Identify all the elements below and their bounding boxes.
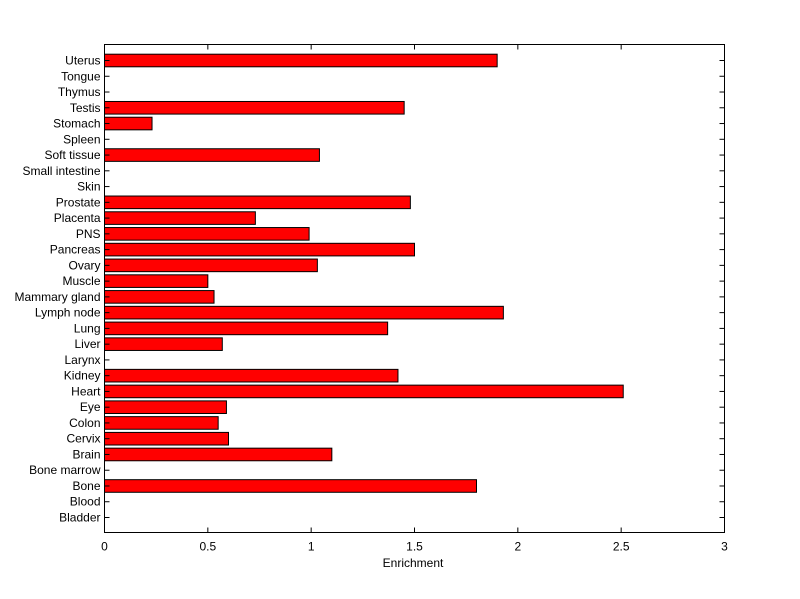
y-tick-label: Mammary gland (14, 290, 100, 304)
bar-heart (104, 384, 624, 399)
y-tick-label: Larynx (64, 353, 100, 367)
x-axis-ticks: 0 0.5 1 1.5 2 2.5 3 (101, 44, 728, 554)
y-tick-label: Thymus (58, 85, 101, 99)
bar-muscle (104, 274, 209, 288)
y-tick-label: Liver (74, 337, 100, 351)
y-tick-label: Uterus (65, 54, 100, 68)
y-tick-label: Placenta (54, 211, 101, 225)
y-tick-label: Colon (69, 416, 100, 430)
x-tick-label: 0.5 (199, 540, 216, 554)
y-tick-label: PNS (76, 227, 101, 241)
y-tick-label: Spleen (63, 132, 100, 146)
y-tick-label: Prostate (56, 195, 101, 209)
bar-soft-tissue (104, 148, 320, 162)
y-tick-label: Skin (77, 180, 100, 194)
y-tick-label: Bone (72, 479, 100, 493)
plot-frame (104, 44, 725, 533)
y-tick-label: Cervix (66, 432, 100, 446)
y-tick-label: Soft tissue (44, 148, 100, 162)
bar-colon (104, 416, 219, 430)
y-tick-label: Ovary (68, 258, 100, 272)
x-tick-label: 2 (514, 540, 521, 554)
bar-placenta (104, 211, 256, 225)
bar-bone (104, 479, 477, 493)
bar-pns (104, 227, 310, 241)
y-tick-label: Testis (70, 101, 101, 115)
y-tick-label: Tongue (61, 69, 101, 83)
bar-uterus (104, 53, 498, 68)
y-tick-label: Pancreas (50, 243, 101, 257)
y-tick-label: Eye (80, 400, 101, 414)
y-tick-label: Blood (70, 495, 101, 509)
x-tick-label: 1 (308, 540, 315, 554)
x-axis-title: Enrichment (383, 556, 444, 570)
bar-ovary (104, 258, 318, 273)
bar-brain (104, 447, 333, 462)
y-tick-label: Bone marrow (29, 463, 101, 477)
y-tick-label: Brain (72, 447, 100, 461)
y-tick-label: Kidney (64, 369, 101, 383)
y-tick-label: Lymph node (35, 306, 101, 320)
bar-liver (104, 337, 223, 351)
bar-kidney (104, 368, 399, 383)
bar-eye (104, 400, 227, 414)
x-tick-label: 3 (721, 540, 728, 554)
x-tick-label: 2.5 (613, 540, 630, 554)
bar-cervix (104, 431, 229, 446)
bar-lymph-node (104, 305, 504, 320)
bar-testis (104, 100, 405, 115)
bar-mammary-gland (104, 290, 215, 304)
y-tick-label: Muscle (62, 274, 100, 288)
y-tick-label: Small intestine (22, 164, 100, 178)
bar-lung (104, 321, 389, 336)
bar-pancreas (104, 242, 415, 257)
bar-prostate (104, 195, 411, 210)
y-tick-label: Bladder (59, 511, 100, 525)
bars-group (104, 53, 624, 493)
y-tick-label: Lung (74, 321, 101, 335)
x-tick-label: 0 (101, 540, 108, 554)
y-tick-label: Heart (71, 384, 101, 398)
bar-stomach (104, 116, 153, 131)
x-tick-label: 1.5 (406, 540, 423, 554)
y-tick-label: Stomach (53, 117, 100, 131)
